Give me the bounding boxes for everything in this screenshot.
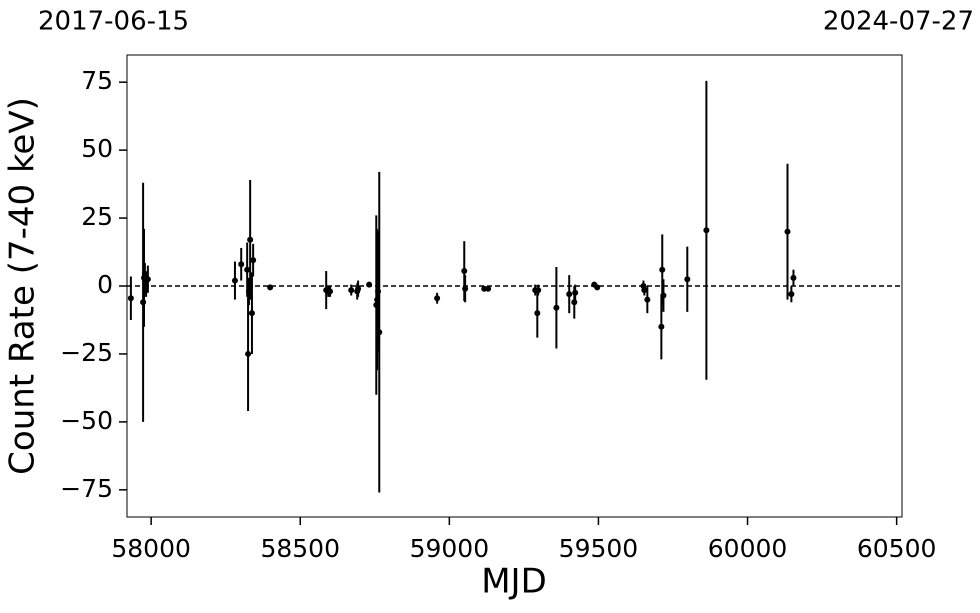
data-point — [238, 261, 245, 268]
end-date-label: 2024-07-27 — [823, 7, 974, 37]
data-point — [462, 285, 469, 292]
y-tick-label: 50 — [81, 134, 113, 163]
data-point — [376, 329, 383, 336]
data-point — [659, 266, 666, 273]
x-axis-label: MJD — [481, 562, 547, 602]
x-tick-label: 58000 — [111, 534, 191, 563]
data-point — [245, 350, 252, 357]
y-axis-label: Count Rate (7-40 keV) — [3, 97, 43, 475]
data-point — [247, 236, 254, 243]
start-date-label: 2017-06-15 — [38, 7, 189, 37]
y-tick-label: 75 — [81, 66, 113, 95]
data-point — [644, 296, 651, 303]
data-point — [231, 277, 238, 284]
x-tick-label: 59000 — [410, 534, 490, 563]
data-point — [535, 287, 542, 294]
data-point — [684, 276, 691, 283]
y-tick-label: 25 — [81, 202, 113, 231]
data-point — [784, 228, 791, 235]
x-tick-label: 60000 — [708, 534, 788, 563]
data-point — [572, 289, 579, 296]
data-point — [790, 274, 797, 281]
data-point — [660, 292, 667, 299]
data-point — [327, 288, 334, 295]
data-point — [250, 257, 257, 264]
data-point — [248, 310, 255, 317]
y-tick-label: 0 — [97, 270, 113, 299]
data-point — [267, 284, 274, 291]
x-tick-label: 58500 — [260, 534, 340, 563]
data-point — [594, 284, 601, 291]
data-point — [788, 291, 795, 298]
data-point — [127, 295, 134, 302]
y-tick-label: −25 — [60, 338, 113, 367]
x-tick-label: 59500 — [559, 534, 639, 563]
data-point — [534, 310, 541, 317]
data-point — [348, 287, 355, 294]
data-point — [461, 268, 468, 275]
data-point — [144, 276, 151, 283]
x-tick-label: 60500 — [857, 534, 937, 563]
data-point — [553, 304, 560, 311]
data-point — [485, 285, 492, 292]
data-point — [566, 291, 573, 298]
data-point — [366, 281, 373, 288]
data-point — [434, 295, 441, 302]
data-point — [641, 287, 648, 294]
data-point — [355, 285, 362, 292]
data-point — [703, 227, 710, 234]
data-point — [244, 266, 251, 273]
y-tick-label: −50 — [60, 406, 113, 435]
data-point — [658, 323, 665, 330]
y-tick-label: −75 — [60, 474, 113, 503]
